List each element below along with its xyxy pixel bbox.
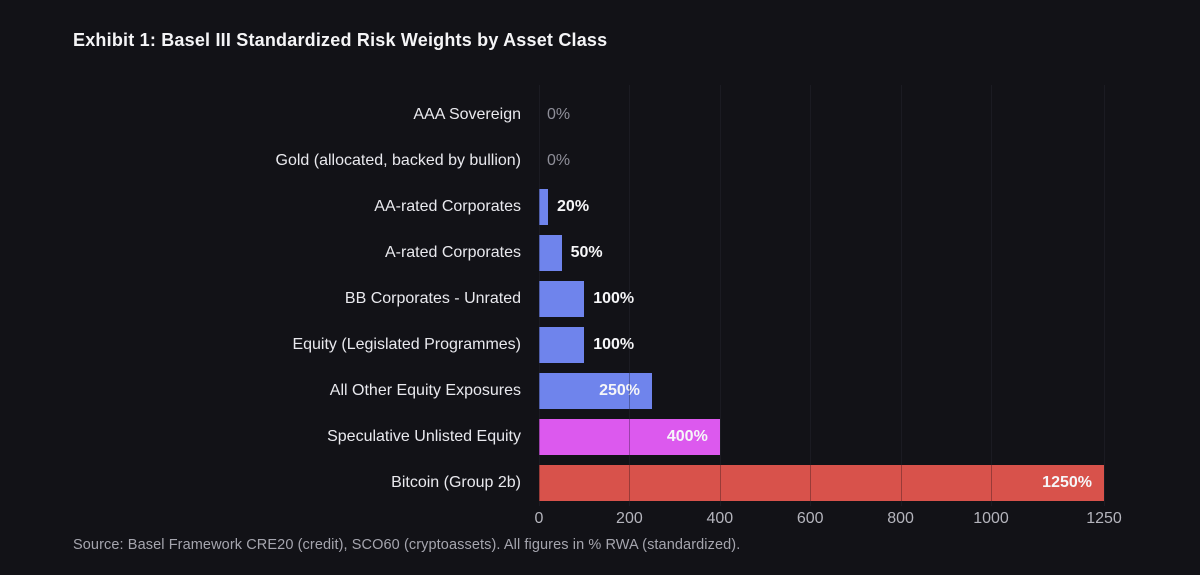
bar: 1250% bbox=[539, 465, 1104, 501]
bar-track: 0% bbox=[539, 143, 1104, 179]
value-label: 50% bbox=[570, 244, 603, 261]
value-label: 20% bbox=[557, 198, 590, 215]
category-label: Bitcoin (Group 2b) bbox=[391, 474, 521, 491]
bar bbox=[539, 189, 549, 225]
category-label: Equity (Legislated Programmes) bbox=[292, 336, 521, 353]
bar-row: AAA Sovereign 0% bbox=[0, 92, 1200, 138]
value-label: 400% bbox=[666, 428, 708, 445]
value-label: 250% bbox=[599, 382, 640, 399]
x-tick-label: 400 bbox=[706, 510, 734, 527]
value-label: 0% bbox=[547, 152, 571, 169]
bar-track: 20% bbox=[539, 189, 1104, 225]
bar bbox=[539, 281, 585, 317]
bar-track: 50% bbox=[539, 235, 1104, 271]
bar-row: All Other Equity Exposures 250% bbox=[0, 368, 1200, 414]
source-note: Source: Basel Framework CRE20 (credit), … bbox=[73, 537, 741, 553]
category-label: BB Corporates - Unrated bbox=[344, 290, 521, 307]
bar-track: 100% bbox=[539, 327, 1104, 363]
value-label: 100% bbox=[593, 336, 635, 353]
value-label: 0% bbox=[547, 106, 571, 123]
bar-track: 400% bbox=[539, 419, 1104, 455]
x-axis: 0 200 400 600 800 1000 1250 bbox=[535, 510, 1122, 532]
bar-row: A-rated Corporates 50% bbox=[0, 230, 1200, 276]
x-tick-label: 0 bbox=[534, 510, 544, 527]
category-label: All Other Equity Exposures bbox=[329, 382, 521, 399]
bar-row: Gold (allocated, backed by bullion) 0% bbox=[0, 138, 1200, 184]
bar-row: Speculative Unlisted Equity 400% bbox=[0, 414, 1200, 460]
bar-track: 250% bbox=[539, 373, 1104, 409]
bar-row: Equity (Legislated Programmes) 100% bbox=[0, 322, 1200, 368]
bar-track: 100% bbox=[539, 281, 1104, 317]
x-tick-label: 1000 bbox=[973, 510, 1009, 527]
bar: 400% bbox=[539, 419, 720, 455]
x-tick-label: 1250 bbox=[1086, 510, 1122, 527]
bar-row: BB Corporates - Unrated 100% bbox=[0, 276, 1200, 322]
category-label: Speculative Unlisted Equity bbox=[327, 428, 521, 445]
page-title: Exhibit 1: Basel III Standardized Risk W… bbox=[73, 30, 608, 50]
category-label: A-rated Corporates bbox=[384, 244, 521, 261]
bar-track: 1250% bbox=[539, 465, 1104, 501]
bar-track: 0% bbox=[539, 97, 1104, 133]
bar-row: Bitcoin (Group 2b) 1250% bbox=[0, 460, 1200, 506]
bar-row: AA-rated Corporates 20% bbox=[0, 184, 1200, 230]
bar: 250% bbox=[539, 373, 652, 409]
bar bbox=[539, 235, 562, 271]
category-label: AA-rated Corporates bbox=[374, 198, 521, 215]
value-label: 100% bbox=[593, 290, 635, 307]
category-label: AAA Sovereign bbox=[413, 106, 521, 123]
bar-chart: AAA Sovereign 0% Gold (allocated, backed b… bbox=[0, 92, 1200, 506]
category-label: Gold (allocated, backed by bullion) bbox=[275, 152, 521, 169]
value-label: 1250% bbox=[1042, 474, 1092, 491]
bar bbox=[539, 327, 585, 363]
x-tick-label: 200 bbox=[616, 510, 643, 527]
x-tick-label: 800 bbox=[887, 510, 914, 527]
x-tick-label: 600 bbox=[796, 510, 824, 527]
